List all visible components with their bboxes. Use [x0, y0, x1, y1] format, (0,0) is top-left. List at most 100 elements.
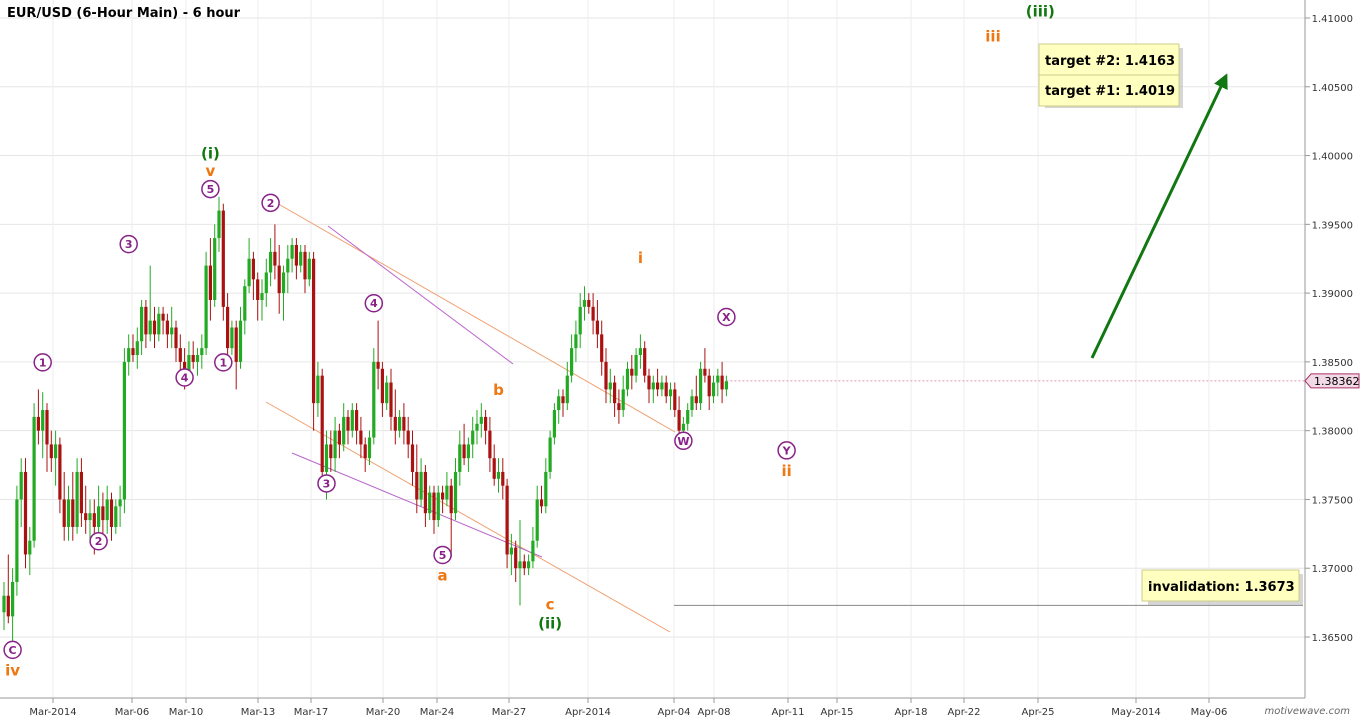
candle-body [621, 389, 625, 411]
candle [372, 348, 376, 445]
candle [264, 258, 268, 307]
candle-body [36, 416, 40, 431]
candle-body [419, 471, 423, 500]
candle-body [66, 499, 71, 527]
candle [393, 389, 397, 445]
candle-body [312, 258, 316, 404]
candlestick-series[interactable] [2, 196, 728, 651]
candle [630, 355, 634, 390]
candle-body [23, 471, 28, 555]
wave-ring [33, 353, 52, 372]
wave-label: 4 [364, 293, 384, 313]
candle-body [88, 513, 92, 521]
x-tick-label: May-06 [1191, 707, 1228, 718]
candle-body [217, 210, 221, 239]
invalidation-box: invalidation: 1.3673 [1141, 569, 1303, 605]
candle-body [28, 540, 32, 555]
candle-body [299, 251, 303, 266]
candle [359, 416, 363, 459]
candle [54, 430, 58, 486]
wave-ring [214, 353, 233, 372]
candle-body [496, 471, 501, 479]
candle [574, 320, 578, 362]
candle-body [243, 286, 247, 321]
targets-box: target #2: 1.4163 target #1: 1.4019 [1038, 43, 1183, 108]
candle-body [247, 258, 251, 287]
candle-body [625, 368, 630, 390]
candle [376, 320, 380, 390]
candle-body [264, 272, 268, 294]
wave-text: Y [782, 444, 792, 457]
candle [720, 361, 724, 404]
candle-body [690, 396, 694, 411]
candle-body [148, 320, 152, 335]
wave-label: a [438, 567, 448, 585]
candle-body [522, 561, 526, 569]
candle [277, 244, 281, 314]
candle [97, 485, 101, 534]
candle-body [591, 306, 595, 321]
wave-text: i [638, 249, 643, 267]
candle-body [286, 258, 290, 273]
wave-label: 2 [89, 531, 108, 551]
candle-body [350, 410, 354, 431]
wave-ring [119, 234, 138, 254]
candle [307, 251, 311, 287]
wave-label: 3 [317, 474, 336, 493]
candle [213, 224, 217, 307]
candle-body [432, 492, 436, 521]
x-tick-label: Apr-15 [821, 707, 854, 718]
wave-label: iv [5, 662, 20, 680]
candle-body [277, 265, 281, 294]
candle-body [260, 293, 264, 300]
wave-text: (iii) [1026, 3, 1055, 21]
candle [303, 244, 307, 294]
candle [144, 299, 148, 349]
candle [415, 444, 419, 514]
candle [527, 554, 531, 576]
candle-body [720, 375, 724, 390]
candle [178, 334, 182, 376]
candle-body [114, 506, 118, 527]
candle [329, 430, 333, 472]
candle [445, 471, 449, 507]
wave-text: (i) [201, 144, 220, 162]
candle [539, 485, 544, 514]
x-tick-label: May-2014 [1111, 707, 1161, 718]
candle-body [230, 327, 234, 349]
candle [88, 499, 92, 541]
candle [355, 403, 359, 445]
candle-body [699, 368, 703, 404]
candle [410, 430, 415, 486]
candle-body [453, 471, 458, 514]
candle-body [402, 416, 406, 431]
candle-body [118, 499, 122, 507]
candle-body [269, 251, 273, 273]
wave-ring [3, 640, 22, 660]
candle [656, 368, 660, 397]
candle [71, 471, 75, 541]
candle [686, 403, 690, 431]
candle [600, 320, 604, 376]
candle [114, 499, 118, 534]
candle [286, 244, 290, 294]
candle-body [398, 416, 402, 431]
candle [501, 458, 505, 500]
candle [346, 410, 350, 445]
candle-body [587, 299, 591, 307]
candle-body [647, 375, 651, 390]
candle-body [170, 327, 174, 335]
candle-body [492, 458, 496, 479]
candle [165, 313, 169, 349]
candle-body [363, 444, 367, 459]
wave-ring [175, 368, 194, 387]
candle-body [101, 506, 105, 521]
candle-body [303, 251, 307, 280]
y-tick-label: 1.37500 [1312, 495, 1353, 506]
chart-title: EUR/USD (6-Hour Main) - 6 hour [7, 6, 241, 21]
candle [441, 485, 445, 514]
candle [608, 368, 612, 404]
candle-body [570, 348, 574, 376]
